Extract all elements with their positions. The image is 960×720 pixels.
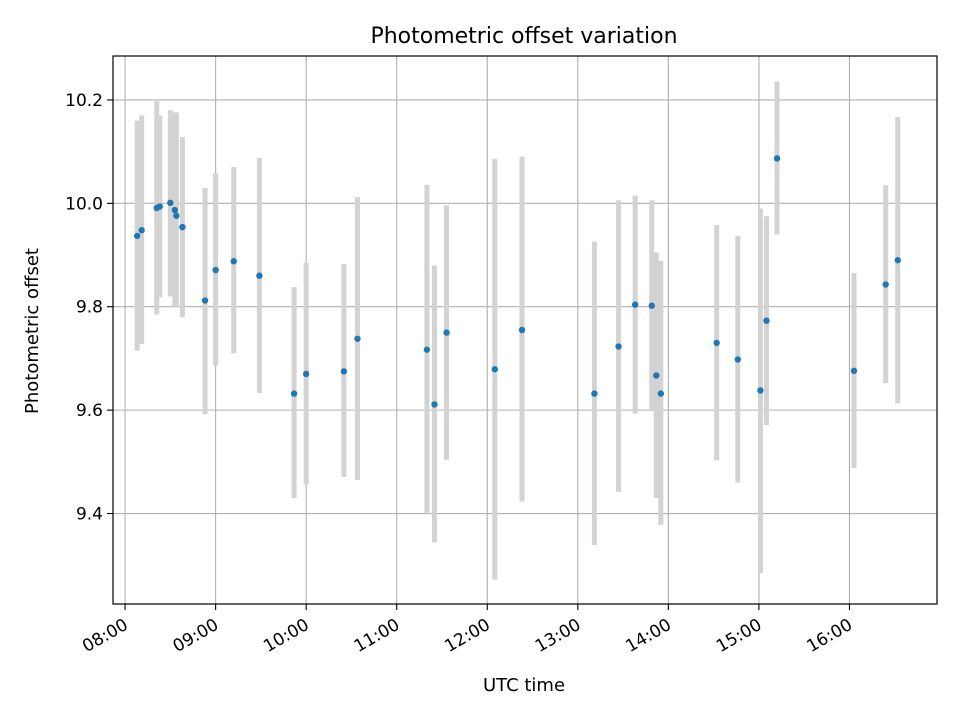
data-point <box>773 155 781 162</box>
plot-frame <box>112 55 938 605</box>
data-point <box>713 339 720 347</box>
data-point <box>657 390 665 397</box>
data-point <box>423 346 431 353</box>
data-point <box>302 370 310 378</box>
data-point <box>894 257 901 264</box>
data-point <box>167 199 174 207</box>
data-point <box>653 372 660 379</box>
y-axis-label: Photometric offset <box>22 248 43 414</box>
x-tick-label: 13:00 <box>532 615 584 657</box>
data-point <box>230 258 237 265</box>
y-tick-label: 10.0 <box>65 194 103 214</box>
data-point <box>491 366 499 373</box>
x-tick-label: 12:00 <box>441 615 493 657</box>
data-point <box>354 335 361 342</box>
data-point <box>290 390 298 397</box>
data-point <box>179 223 186 231</box>
x-axis-ticks: 08:00 09:00 10:00 11:00 12:00 13:00 14:00 15:00… <box>79 604 856 657</box>
y-tick-label: 9.6 <box>76 401 103 421</box>
data-point <box>757 387 764 394</box>
x-tick-label: 15:00 <box>713 615 765 657</box>
data-point <box>340 368 348 375</box>
data-point <box>431 401 438 408</box>
data-point <box>734 356 741 363</box>
data-point <box>138 227 145 234</box>
x-tick-label: 09:00 <box>170 615 222 657</box>
x-tick-label: 11:00 <box>351 615 403 657</box>
y-tick-label: 9.4 <box>76 505 103 525</box>
data-point <box>256 272 263 279</box>
x-axis-label: UTC time <box>483 675 565 696</box>
x-tick-label: 16:00 <box>804 615 856 657</box>
data-point <box>173 212 180 219</box>
data-point <box>156 203 163 210</box>
data-point <box>201 297 209 304</box>
y-tick-label: 10.2 <box>65 91 103 111</box>
data-point <box>443 329 450 336</box>
error-bars <box>134 81 901 580</box>
data-point <box>648 302 655 309</box>
data-point <box>133 232 141 240</box>
data-point <box>518 326 526 334</box>
x-tick-label: 08:00 <box>79 615 131 657</box>
data-point <box>850 367 858 375</box>
y-axis-ticks: 9.4 9.6 9.8 10.0 10.2 <box>65 91 113 525</box>
data-point <box>591 390 598 397</box>
data-point <box>171 206 179 214</box>
data-point <box>882 281 889 288</box>
data-point <box>212 266 219 274</box>
data-point <box>763 317 770 324</box>
x-tick-label: 10:00 <box>260 615 312 657</box>
chart-title: Photometric offset variation <box>370 24 677 49</box>
x-tick-label: 14:00 <box>622 615 674 657</box>
data-point <box>631 301 639 308</box>
data-points <box>133 155 901 408</box>
data-point <box>615 343 622 350</box>
grid-lines <box>113 56 937 604</box>
y-tick-label: 9.8 <box>76 298 103 318</box>
